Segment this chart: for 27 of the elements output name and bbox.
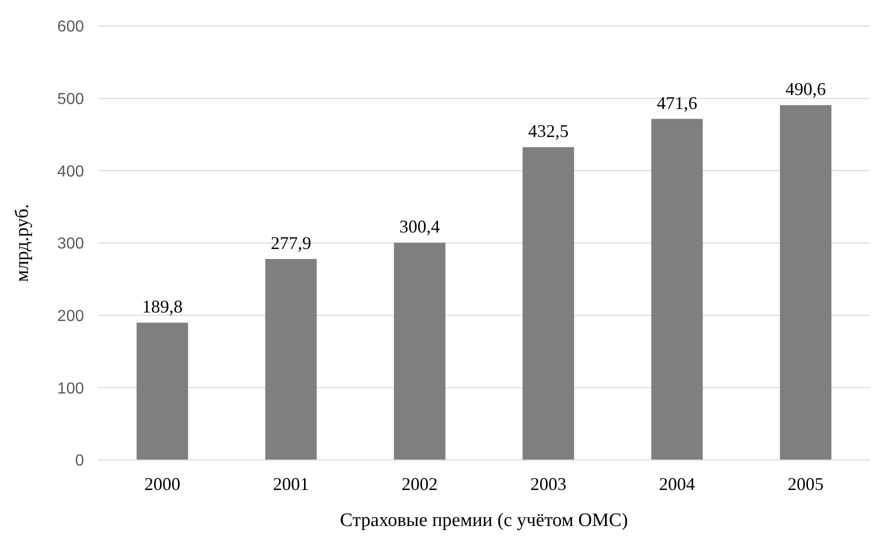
bar <box>265 258 317 460</box>
bar <box>136 322 188 460</box>
y-tick-label: 0 <box>75 452 84 470</box>
data-label: 189,8 <box>142 296 183 317</box>
y-tick-label: 400 <box>57 163 84 180</box>
x-axis-title: Страховые премии (с учётом ОМС) <box>340 510 628 531</box>
x-tick-label: 2004 <box>659 474 695 494</box>
y-tick-label: 100 <box>57 380 84 398</box>
x-tick-label: 2002 <box>402 474 438 494</box>
y-tick-label: 300 <box>57 236 84 253</box>
y-tick-label: 200 <box>57 308 84 325</box>
bar <box>522 147 574 460</box>
data-label: 471,6 <box>656 92 698 113</box>
y-axis-title: млрд.руб. <box>12 204 33 282</box>
x-tick-label: 2000 <box>144 474 180 494</box>
bar <box>780 105 832 460</box>
data-label: 490,6 <box>785 79 826 100</box>
x-tick-label: 2001 <box>273 474 309 494</box>
data-label: 277,9 <box>270 232 312 253</box>
data-label: 432,5 <box>528 121 569 142</box>
bar <box>394 242 446 460</box>
y-tick-label: 600 <box>57 18 84 36</box>
bar <box>651 118 703 460</box>
data-label: 300,4 <box>399 216 440 237</box>
x-tick-label: 2005 <box>788 474 824 494</box>
x-tick-label: 2003 <box>530 474 566 494</box>
y-tick-label: 500 <box>57 90 84 108</box>
